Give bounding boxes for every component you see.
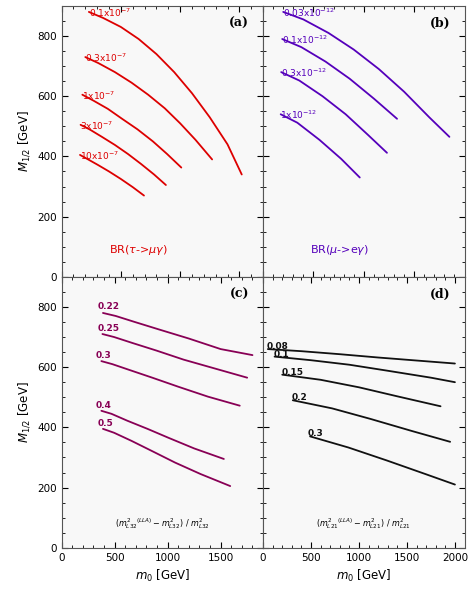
Text: 3x10$^{-7}$: 3x10$^{-7}$ — [80, 119, 114, 131]
Text: 0.25: 0.25 — [97, 324, 119, 333]
Text: 1x10$^{-7}$: 1x10$^{-7}$ — [82, 89, 116, 101]
Text: $(m^2_{L32}{}^{(LLA)}-m^2_{L32})\ /\ m^2_{L32}$: $(m^2_{L32}{}^{(LLA)}-m^2_{L32})\ /\ m^2… — [115, 516, 210, 531]
Text: (d): (d) — [430, 287, 450, 300]
Text: 0.4: 0.4 — [96, 401, 112, 410]
X-axis label: $m_0$ [GeV]: $m_0$ [GeV] — [135, 568, 190, 584]
Text: 0.3: 0.3 — [96, 351, 112, 360]
Y-axis label: $M_{1/2}$ [GeV]: $M_{1/2}$ [GeV] — [16, 111, 32, 172]
Text: 0.1x10$^{-12}$: 0.1x10$^{-12}$ — [282, 34, 328, 46]
Text: 0.1x10$^{-7}$: 0.1x10$^{-7}$ — [89, 6, 131, 19]
Text: 0.22: 0.22 — [98, 302, 119, 312]
Text: 0.03x10$^{-12}$: 0.03x10$^{-12}$ — [283, 6, 335, 19]
Text: BR($\tau$->$\mu\gamma$): BR($\tau$->$\mu\gamma$) — [109, 243, 168, 257]
Text: 0.1: 0.1 — [273, 350, 289, 359]
Text: (a): (a) — [229, 16, 249, 29]
Text: $(m^2_{L21}{}^{(LLA)}-m^2_{L21})\ /\ m^2_{L21}$: $(m^2_{L21}{}^{(LLA)}-m^2_{L21})\ /\ m^2… — [316, 516, 411, 531]
Text: 0.3x10$^{-12}$: 0.3x10$^{-12}$ — [281, 67, 327, 79]
Text: 1x10$^{-12}$: 1x10$^{-12}$ — [281, 108, 318, 121]
Text: 0.3x10$^{-7}$: 0.3x10$^{-7}$ — [85, 51, 128, 64]
Text: 0.15: 0.15 — [281, 368, 303, 377]
Text: 0.5: 0.5 — [98, 419, 113, 428]
Text: 10x10$^{-7}$: 10x10$^{-7}$ — [80, 149, 119, 162]
Text: (c): (c) — [229, 287, 249, 300]
X-axis label: $m_0$ [GeV]: $m_0$ [GeV] — [336, 568, 392, 584]
Text: BR($\mu$->e$\gamma$): BR($\mu$->e$\gamma$) — [310, 243, 369, 257]
Text: 0.2: 0.2 — [292, 393, 307, 402]
Text: (b): (b) — [430, 16, 450, 29]
Y-axis label: $M_{1/2}$ [GeV]: $M_{1/2}$ [GeV] — [16, 382, 32, 443]
Text: 0.3: 0.3 — [308, 429, 324, 438]
Text: 0.08: 0.08 — [267, 342, 289, 351]
